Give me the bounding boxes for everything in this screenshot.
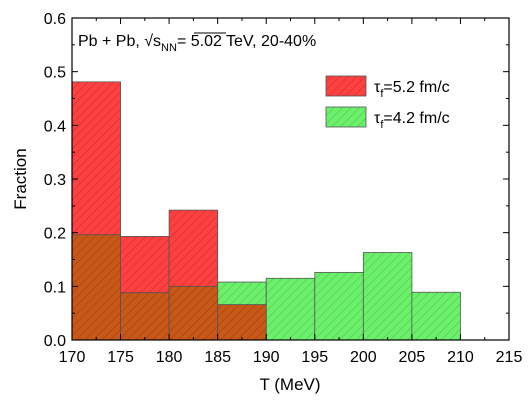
legend-tau-2: τ [374, 110, 381, 127]
legend-tau-1: τ [374, 79, 381, 96]
annotation-s: s [153, 33, 161, 50]
x-tick-label-200: 200 [350, 349, 377, 366]
x-tick-label-210: 210 [447, 349, 474, 366]
y-axis-title: Fraction [11, 148, 30, 209]
y-tick-label-0.0: 0.0 [44, 333, 66, 350]
bar-series-2-195 [314, 271, 364, 341]
bar-series-2-200 [362, 252, 413, 341]
legend-rest-1: =5.2 fm/c [383, 79, 449, 96]
legend-sub-1: f [380, 88, 384, 100]
bar-overlap-170 [71, 234, 121, 341]
annotation-subscript: NN [161, 42, 177, 54]
legend-rest-2: =4.2 fm/c [383, 110, 449, 127]
bars-layer [71, 81, 461, 341]
annotation-sqrt: √ [144, 33, 153, 50]
x-tick-label-170: 170 [59, 349, 86, 366]
y-tick-label-0.2: 0.2 [44, 226, 66, 243]
bar-overlap-185 [217, 304, 267, 341]
x-tick-label-215: 215 [496, 349, 523, 366]
legend-swatch-series-1 [325, 75, 367, 97]
y-tick-label-0.6: 0.6 [44, 11, 66, 28]
x-tick-label-180: 180 [156, 349, 183, 366]
legend: τf=5.2 fm/c τf=4.2 fm/c [325, 75, 450, 131]
bar-overlap-180 [168, 285, 219, 341]
annotation-prefix: Pb + Pb, [78, 33, 144, 50]
bar-series-2-205 [411, 291, 461, 341]
x-tick-label-195: 195 [301, 349, 328, 366]
legend-sub-2: f [380, 119, 384, 131]
x-tick-label-175: 175 [107, 349, 134, 366]
plot-frame [71, 17, 510, 341]
chart-annotation: Pb + Pb, √sNN= 5.02 TeV, 20-40% [78, 33, 316, 54]
ticks-layer: 170 175 180 185 190 195 200 205 210 215 0.0 0.1 0.2 0… [44, 11, 523, 366]
x-tick-label-205: 205 [399, 349, 426, 366]
legend-swatch-series-2 [325, 106, 367, 128]
x-tick-label-190: 190 [253, 349, 280, 366]
annotation-suffix: = 5.02 TeV, 20-40% [177, 33, 316, 50]
bar-series-2-190 [265, 277, 316, 341]
y-tick-label-0.4: 0.4 [44, 118, 66, 135]
y-tick-label-0.1: 0.1 [44, 279, 66, 296]
y-tick-label-0.3: 0.3 [44, 172, 66, 189]
legend-label-series-2: τf=4.2 fm/c [374, 110, 450, 131]
legend-label-series-1: τf=5.2 fm/c [374, 79, 450, 100]
y-tick-label-0.5: 0.5 [44, 65, 66, 82]
x-tick-label-185: 185 [204, 349, 231, 366]
bar-overlap-175 [120, 292, 170, 341]
x-axis-title: T (MeV) [259, 375, 320, 394]
